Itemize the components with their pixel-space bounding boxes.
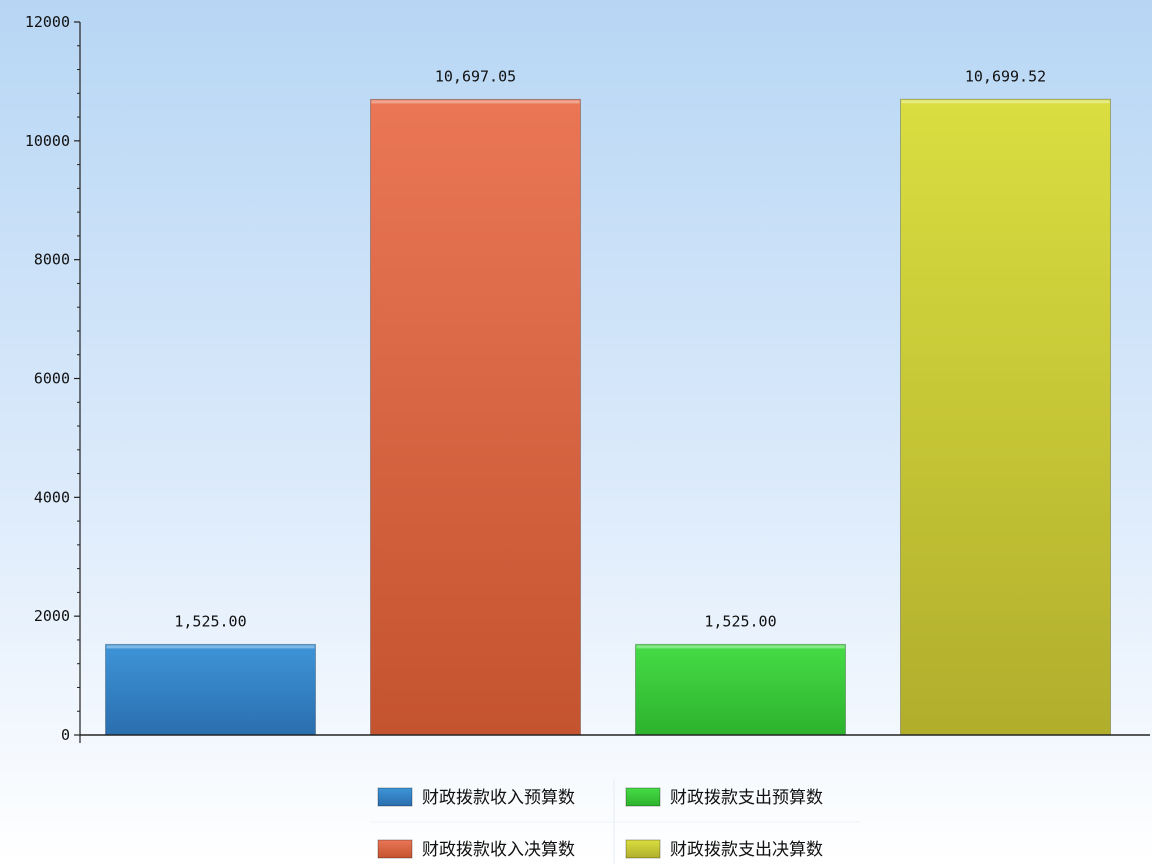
data-label-3: 1,525.00 xyxy=(704,612,776,630)
y-axis: 0 2000 4000 6000 8000 10000 12000 xyxy=(25,13,81,744)
data-labels: 1,525.00 10,697.05 1,525.00 10,699.52 xyxy=(174,67,1046,630)
data-label-1: 1,525.00 xyxy=(174,612,246,630)
y-tick-label: 12000 xyxy=(25,13,70,31)
y-tick-label: 6000 xyxy=(34,370,70,388)
bars xyxy=(105,98,1111,736)
bar-4 xyxy=(900,98,1111,736)
bar-1 xyxy=(105,643,316,736)
data-label-4: 10,699.52 xyxy=(965,67,1046,85)
legend-label-2: 财政拨款收入决算数 xyxy=(422,840,575,860)
legend-swatch-2 xyxy=(377,839,413,859)
bar-highlight xyxy=(371,100,580,104)
y-tick-label: 2000 xyxy=(34,607,70,625)
y-tick-label: 0 xyxy=(61,726,70,744)
y-tick-label: 8000 xyxy=(34,251,70,269)
legend-swatch-3 xyxy=(625,787,661,807)
legend-swatch-1 xyxy=(377,787,413,807)
data-label-2: 10,697.05 xyxy=(435,67,516,85)
bar-3 xyxy=(635,643,846,736)
y-tick-label: 10000 xyxy=(25,132,70,150)
legend-label-3: 财政拨款支出预算数 xyxy=(670,788,823,808)
bar-highlight xyxy=(901,100,1110,104)
legend-label-1: 财政拨款收入预算数 xyxy=(422,788,575,808)
legend-label-4: 财政拨款支出决算数 xyxy=(670,840,823,860)
x-axis xyxy=(79,734,1150,743)
bar-2 xyxy=(370,98,581,736)
bar-highlight xyxy=(106,645,315,649)
legend-swatch-4 xyxy=(625,839,661,859)
bar-highlight xyxy=(636,645,845,649)
y-tick-label: 4000 xyxy=(34,488,70,506)
